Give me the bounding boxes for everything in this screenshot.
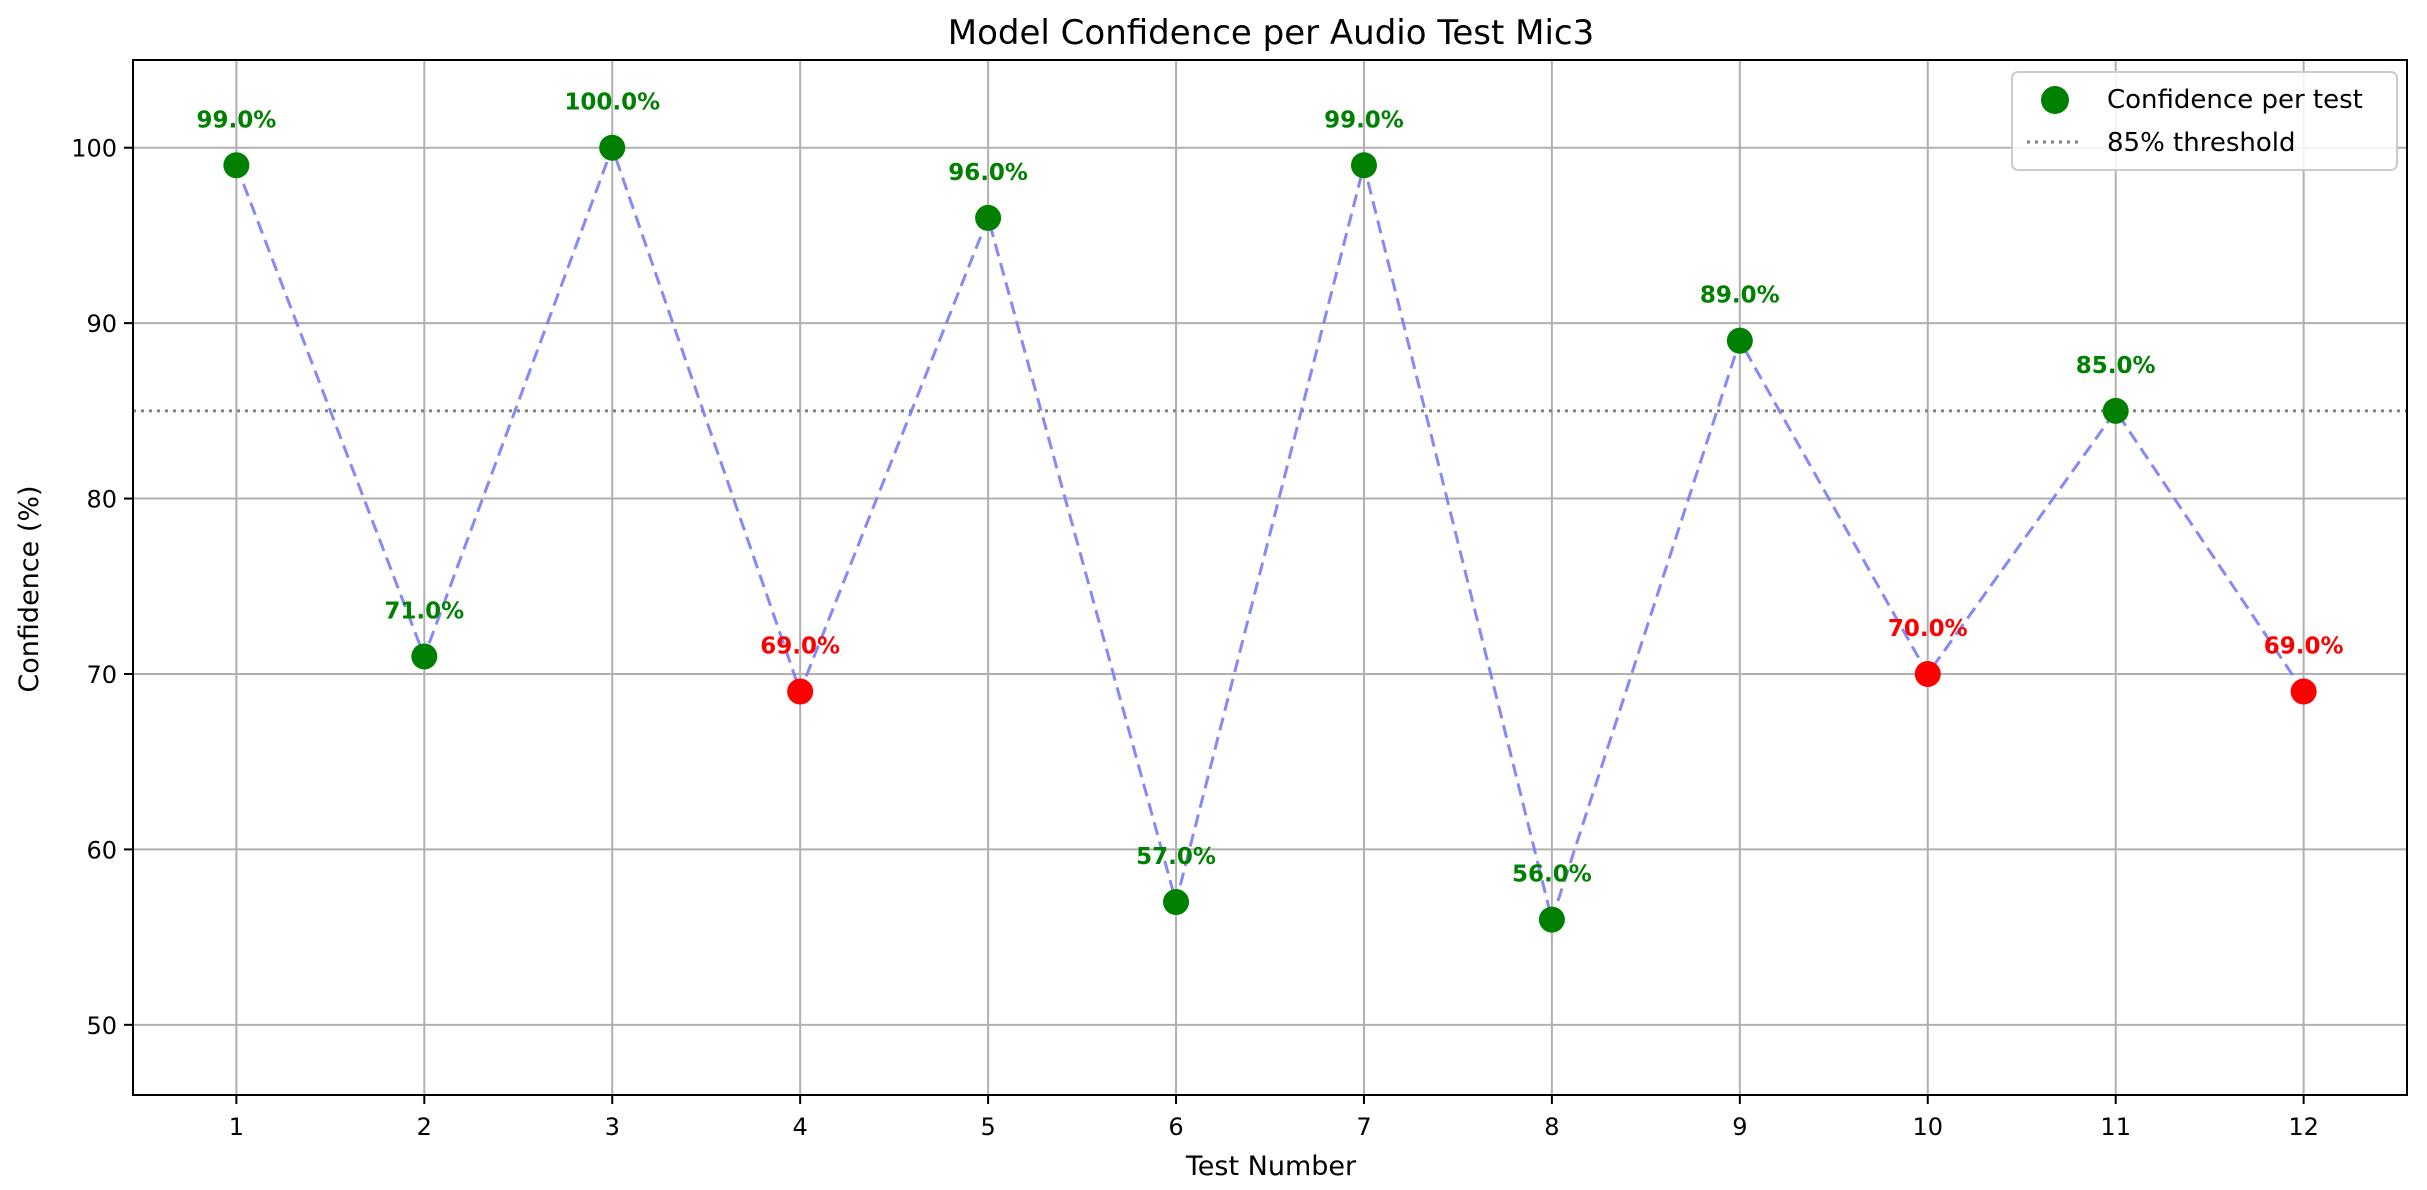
plot-frame <box>132 59 2408 1096</box>
x-tick-label: 3 <box>605 1113 620 1141</box>
x-tick-label: 5 <box>980 1113 995 1141</box>
data-point <box>1726 327 1753 354</box>
data-label: 69.0% <box>2264 634 2344 660</box>
data-point <box>787 678 814 705</box>
y-tick-label: 80 <box>86 486 117 514</box>
x-tick-label: 9 <box>1732 1113 1747 1141</box>
data-label: 89.0% <box>1700 283 1780 309</box>
legend-label-confidence: Confidence per test <box>2107 85 2363 115</box>
y-axis-label: Confidence (%) <box>14 485 45 692</box>
x-tick-label: 12 <box>2288 1113 2319 1141</box>
legend-marker <box>2041 86 2069 114</box>
y-tick-label: 50 <box>86 1012 117 1040</box>
y-tick-label: 100 <box>71 135 117 163</box>
data-point <box>223 152 250 179</box>
data-label: 69.0% <box>760 634 840 660</box>
data-point <box>2102 397 2129 424</box>
data-label: 85.0% <box>2076 353 2156 379</box>
y-ticks: 50 60 70 80 90 100 <box>71 135 133 1040</box>
data-labels: 99.0% 71.0% 100.0% 69.0% 96.0% 57.0% 99.0% 56.0… <box>196 90 2343 888</box>
data-point <box>2290 678 2317 705</box>
data-label: 70.0% <box>1888 616 1968 642</box>
x-tick-label: 1 <box>229 1113 244 1141</box>
data-points <box>223 134 2317 933</box>
data-label: 57.0% <box>1136 844 1216 870</box>
data-label: 71.0% <box>384 598 464 624</box>
x-ticks: 1 2 3 4 5 6 7 8 9 10 11 12 <box>229 1095 2319 1141</box>
x-tick-label: 10 <box>1912 1113 1943 1141</box>
data-label: 96.0% <box>948 160 1028 186</box>
x-axis-label: Test Number <box>1185 1151 1357 1182</box>
legend-label-threshold: 85% threshold <box>2107 128 2296 158</box>
x-tick-label: 7 <box>1356 1113 1371 1141</box>
chart-title: Model Confidence per Audio Test Mic3 <box>948 13 1594 53</box>
x-tick-label: 8 <box>1544 1113 1559 1141</box>
data-point <box>1538 906 1565 933</box>
y-tick-label: 60 <box>86 836 117 864</box>
data-point <box>599 134 626 161</box>
legend-box <box>2011 71 2398 171</box>
x-tick-label: 4 <box>793 1113 808 1141</box>
y-tick-label: 90 <box>86 310 117 338</box>
data-label: 100.0% <box>564 90 660 116</box>
x-tick-label: 2 <box>417 1113 432 1141</box>
data-point <box>975 204 1002 231</box>
x-tick-label: 6 <box>1168 1113 1183 1141</box>
data-point <box>411 643 438 670</box>
data-point <box>1350 152 1377 179</box>
data-point <box>1163 889 1190 916</box>
data-label: 56.0% <box>1512 862 1592 888</box>
x-tick-label: 11 <box>2100 1113 2131 1141</box>
y-tick-label: 70 <box>86 661 117 689</box>
data-label: 99.0% <box>1324 107 1404 133</box>
data-point <box>1914 660 1941 687</box>
legend: Confidence per test 85% threshold <box>2011 71 2398 171</box>
connector-line <box>234 143 2305 926</box>
grid <box>133 60 2407 1095</box>
data-label: 99.0% <box>196 107 276 133</box>
